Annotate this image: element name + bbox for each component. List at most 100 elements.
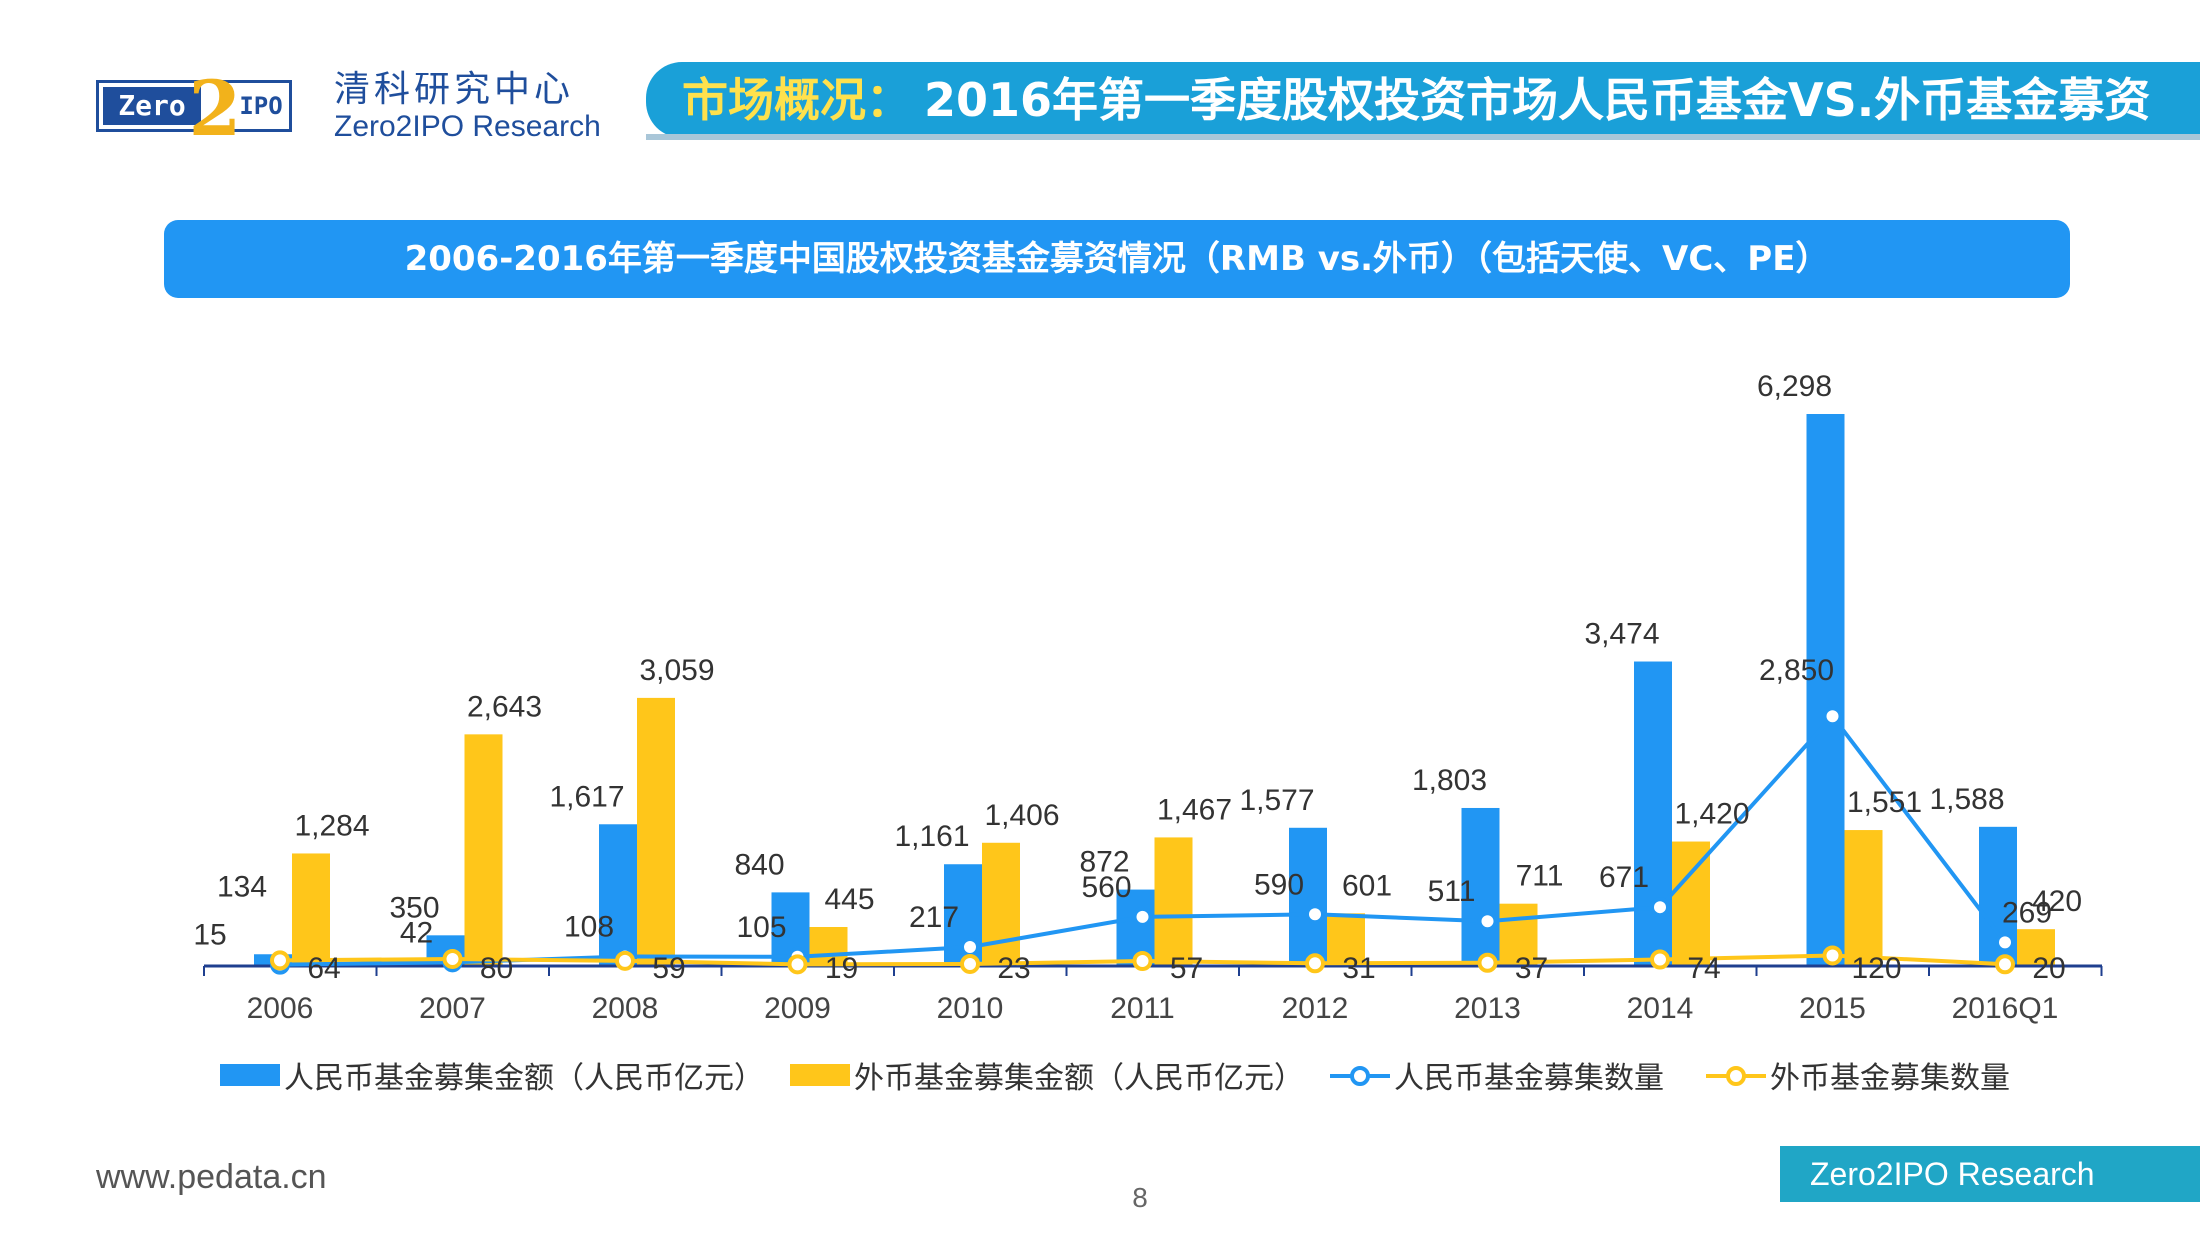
x-tick-label: 2011 bbox=[1110, 992, 1175, 1025]
foreign-count-label: 31 bbox=[1342, 952, 1375, 985]
rmb-count-label: 2,850 bbox=[1759, 654, 1834, 687]
rmb-count-label: 671 bbox=[1599, 861, 1649, 894]
rmb-amount-label: 872 bbox=[1079, 846, 1129, 879]
logo-zero-text: Zero bbox=[103, 87, 201, 125]
logo-two-glyph: 2 bbox=[188, 64, 242, 153]
foreign-amount-bar bbox=[1844, 830, 1883, 966]
foreign-count-point bbox=[1822, 945, 1843, 966]
rmb-count-label: 560 bbox=[1081, 871, 1131, 904]
foreign-amount-label: 1,551 bbox=[1847, 786, 1922, 819]
foreign-amount-bar bbox=[809, 926, 848, 966]
rmb-count-point bbox=[1995, 932, 2015, 953]
x-tick-label: 2006 bbox=[247, 992, 314, 1025]
legend-rmb-amount-swatch bbox=[220, 1064, 280, 1086]
rmb-amount-label: 1,577 bbox=[1239, 784, 1314, 817]
rmb-amount-label: 1,588 bbox=[1929, 783, 2004, 816]
rmb-amount-bar bbox=[599, 824, 637, 966]
rmb-count-label: 269 bbox=[2002, 896, 2052, 929]
rmb-count-point bbox=[1305, 904, 1325, 925]
foreign-amount-bar bbox=[982, 842, 1020, 966]
legend-foreign-count-marker bbox=[1726, 1066, 1746, 1086]
legend-foreign-amount-text: 外币基金募集金额（人民币亿元） bbox=[854, 1061, 1304, 1096]
rmb-amount-bar bbox=[1289, 827, 1327, 966]
rmb-amount-label: 3,474 bbox=[1584, 618, 1659, 651]
x-tick-label: 2008 bbox=[592, 992, 659, 1025]
foreign-count-point bbox=[1650, 949, 1670, 970]
foreign-amount-label: 1,467 bbox=[1157, 793, 1232, 826]
foreign-amount-label: 1,284 bbox=[294, 809, 369, 842]
foreign-count-label: 59 bbox=[652, 952, 685, 985]
foreign-count-point bbox=[1132, 951, 1153, 972]
foreign-count-label: 57 bbox=[1170, 952, 1203, 985]
rmb-amount-label: 1,617 bbox=[549, 780, 624, 813]
rmb-amount-bar bbox=[1461, 807, 1500, 966]
x-tick-label: 2007 bbox=[419, 992, 486, 1025]
foreign-amount-bar bbox=[1327, 913, 1365, 966]
foreign-count-point bbox=[1305, 953, 1325, 974]
foreign-count-point bbox=[1477, 952, 1498, 973]
foreign-amount-bar bbox=[1154, 837, 1193, 966]
rmb-count-label: 108 bbox=[564, 911, 614, 944]
zero2ipo-logo: Zero 2 IPO bbox=[96, 69, 292, 149]
slide-title: 2016年第一季度股权投资市场人民币基金VS.外币基金募资 bbox=[924, 73, 2151, 127]
foreign-amount-label: 1,406 bbox=[984, 799, 1059, 832]
x-tick-label: 2010 bbox=[937, 992, 1004, 1025]
foreign-amount-label: 420 bbox=[2032, 885, 2082, 918]
x-tick-label: 2013 bbox=[1454, 992, 1521, 1025]
rmb-count-label: 15 bbox=[193, 919, 226, 952]
rmb-count-label: 217 bbox=[909, 901, 959, 934]
rmb-amount-label: 350 bbox=[389, 891, 439, 924]
rmb-amount-label: 1,161 bbox=[894, 820, 969, 853]
foreign-amount-bar bbox=[1499, 903, 1538, 966]
foreign-amount-bar bbox=[637, 697, 675, 966]
foreign-count-label: 74 bbox=[1687, 952, 1720, 985]
chart-title: 2006-2016年第一季度中国股权投资基金募资情况（RMB vs.外币）（包括… bbox=[164, 220, 2070, 298]
rmb-amount-label: 840 bbox=[734, 848, 784, 881]
foreign-count-point bbox=[270, 950, 290, 971]
foreign-amount-bar bbox=[464, 734, 503, 966]
rmb-amount-label: 134 bbox=[217, 870, 267, 903]
legend-foreign-amount-swatch bbox=[790, 1064, 850, 1086]
rmb-count-point bbox=[1477, 911, 1498, 932]
x-tick-label: 2009 bbox=[764, 992, 831, 1025]
foreign-count-point bbox=[1995, 954, 2015, 975]
footer-brand-tag: Zero2IPO Research bbox=[1780, 1146, 2200, 1202]
rmb-count-point bbox=[1132, 906, 1153, 927]
rmb-amount-label: 6,298 bbox=[1757, 370, 1832, 403]
rmb-amount-bar bbox=[1806, 414, 1845, 966]
legend-rmb-amount-text: 人民币基金募集金额（人民币亿元） bbox=[284, 1061, 764, 1096]
brand-name-en: Zero2IPO Research bbox=[334, 110, 601, 143]
page-number: 8 bbox=[1132, 1182, 1148, 1213]
foreign-count-label: 23 bbox=[997, 952, 1030, 985]
foreign-amount-label: 711 bbox=[1516, 860, 1564, 893]
rmb-count-label: 42 bbox=[400, 916, 433, 949]
x-tick-label: 2014 bbox=[1627, 992, 1694, 1025]
rmb-amount-bar bbox=[1634, 661, 1672, 966]
rmb-count-point bbox=[960, 936, 980, 957]
legend-rmb-count-marker bbox=[1350, 1066, 1370, 1086]
foreign-count-label: 80 bbox=[480, 952, 513, 985]
foreign-amount-label: 445 bbox=[824, 883, 874, 916]
foreign-count-point bbox=[615, 950, 635, 971]
foreign-count-label: 37 bbox=[1515, 952, 1548, 985]
foreign-amount-label: 3,059 bbox=[639, 654, 714, 687]
foreign-amount-bar bbox=[1672, 841, 1710, 966]
foreign-count-point bbox=[787, 954, 808, 975]
rmb-count-label: 105 bbox=[736, 911, 786, 944]
legend-foreign-count-text: 外币基金募集数量 bbox=[1770, 1061, 2010, 1096]
legend-rmb-count-text: 人民币基金募集数量 bbox=[1394, 1061, 1664, 1096]
rmb-count-point bbox=[1822, 706, 1843, 727]
foreign-amount-bar bbox=[292, 853, 330, 966]
foreign-amount-label: 601 bbox=[1342, 869, 1392, 902]
foreign-amount-label: 2,643 bbox=[467, 690, 542, 723]
rmb-count-label: 511 bbox=[1428, 875, 1476, 908]
logo-ipo-text: IPO bbox=[239, 92, 283, 120]
rmb-count-point bbox=[1650, 897, 1670, 918]
rmb-amount-label: 1,803 bbox=[1412, 764, 1487, 797]
title-underline bbox=[646, 134, 2200, 140]
foreign-count-point bbox=[960, 953, 980, 974]
slide-title-bar: 市场概况： 2016年第一季度股权投资市场人民币基金VS.外币基金募资 bbox=[646, 62, 2200, 138]
x-tick-label: 2016Q1 bbox=[1952, 992, 2059, 1025]
foreign-count-label: 120 bbox=[1851, 952, 1901, 985]
